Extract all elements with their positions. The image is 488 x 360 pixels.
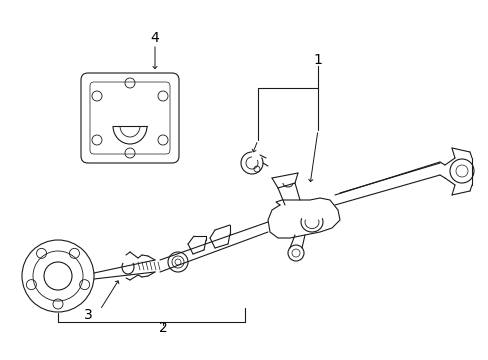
Text: 2: 2: [158, 321, 167, 335]
Text: 3: 3: [83, 308, 92, 322]
Text: 4: 4: [150, 31, 159, 45]
Text: 1: 1: [313, 53, 322, 67]
